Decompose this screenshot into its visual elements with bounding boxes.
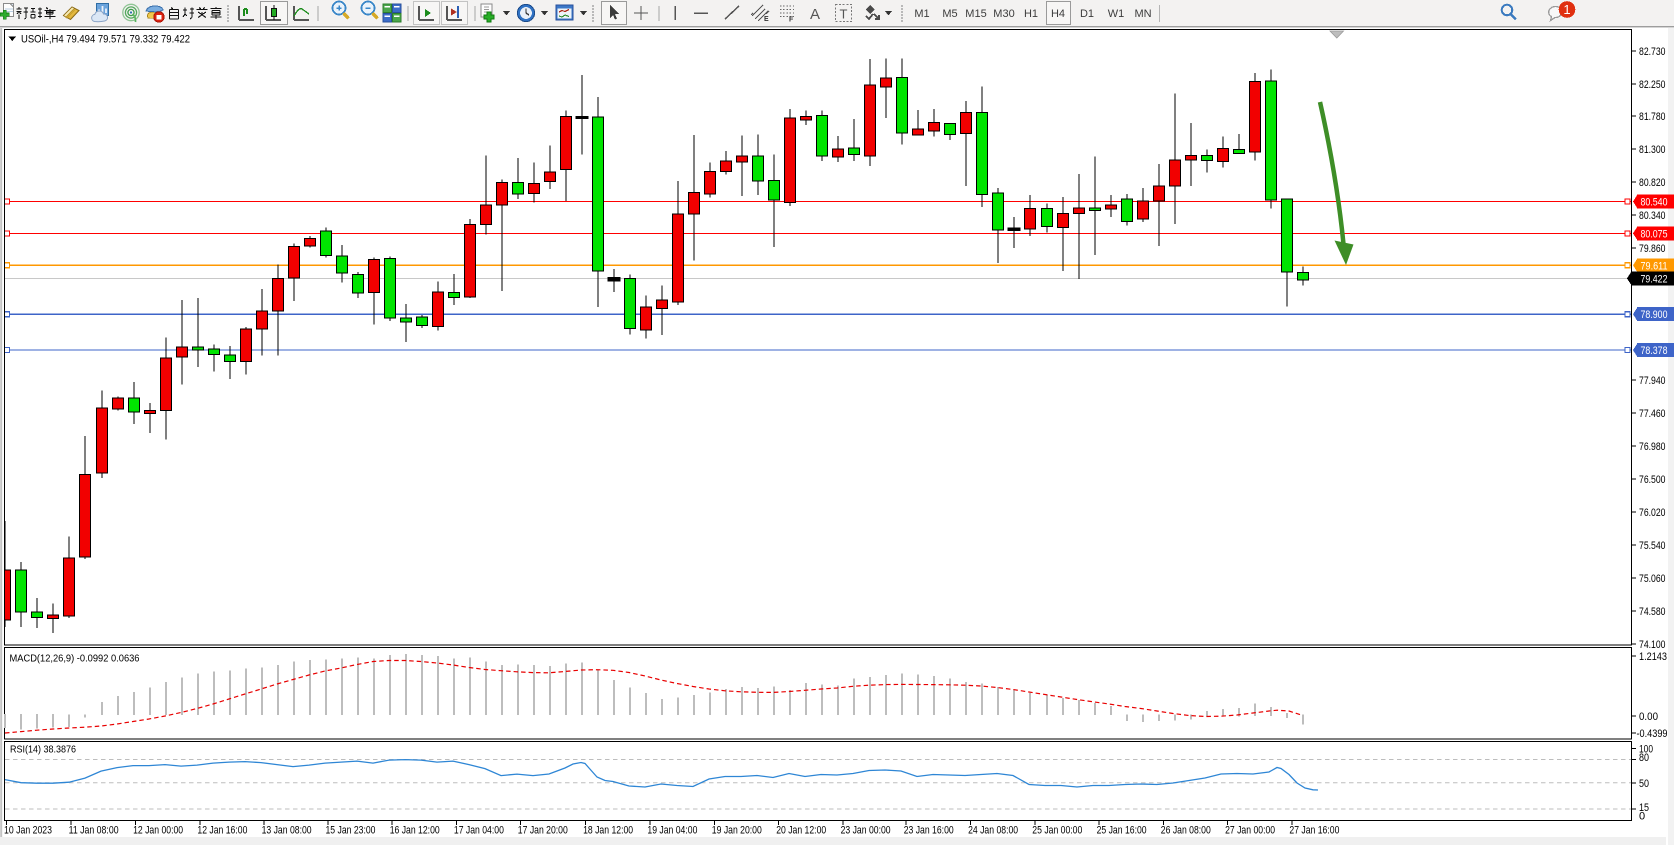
svg-text:18 Jan 12:00: 18 Jan 12:00 — [583, 825, 633, 837]
svg-text:76.980: 76.980 — [1639, 441, 1666, 453]
svg-text:17 Jan 20:00: 17 Jan 20:00 — [518, 825, 568, 837]
svg-text:27 Jan 16:00: 27 Jan 16:00 — [1289, 825, 1339, 837]
svg-text:79.860: 79.860 — [1639, 243, 1666, 255]
svg-text:77.460: 77.460 — [1639, 408, 1666, 420]
svg-text:E: E — [764, 16, 769, 23]
svg-text:12 Jan 16:00: 12 Jan 16:00 — [197, 825, 247, 837]
svg-text:W1: W1 — [1108, 8, 1125, 20]
svg-text:24 Jan 08:00: 24 Jan 08:00 — [968, 825, 1018, 837]
svg-text:78.378: 78.378 — [1641, 345, 1668, 357]
svg-text:M30: M30 — [993, 8, 1014, 20]
svg-text:50: 50 — [1639, 778, 1649, 790]
svg-text:74.580: 74.580 — [1639, 606, 1666, 618]
svg-text:M5: M5 — [942, 8, 957, 20]
svg-text:19 Jan 20:00: 19 Jan 20:00 — [712, 825, 762, 837]
svg-text:13 Jan 08:00: 13 Jan 08:00 — [262, 825, 312, 837]
svg-text:16 Jan 12:00: 16 Jan 12:00 — [390, 825, 440, 837]
svg-text:80.820: 80.820 — [1639, 177, 1666, 189]
svg-text:H1: H1 — [1024, 8, 1038, 20]
svg-text:79.422: 79.422 — [1641, 273, 1668, 285]
svg-text:79.611: 79.611 — [1641, 260, 1668, 272]
svg-text:78.900: 78.900 — [1641, 309, 1668, 321]
svg-text:23 Jan 16:00: 23 Jan 16:00 — [904, 825, 954, 837]
svg-text:80.540: 80.540 — [1641, 197, 1668, 209]
svg-text:80.075: 80.075 — [1641, 228, 1668, 240]
svg-text:74.100: 74.100 — [1639, 639, 1666, 651]
svg-text:M1: M1 — [914, 8, 929, 20]
svg-text:75.540: 75.540 — [1639, 540, 1666, 552]
svg-text:11 Jan 08:00: 11 Jan 08:00 — [69, 825, 119, 837]
svg-text:82.730: 82.730 — [1639, 46, 1666, 58]
svg-text:25 Jan 16:00: 25 Jan 16:00 — [1097, 825, 1147, 837]
svg-text:A: A — [810, 6, 820, 23]
svg-text:15: 15 — [1639, 802, 1649, 814]
svg-text:1.2143: 1.2143 — [1639, 651, 1667, 663]
svg-text:76.500: 76.500 — [1639, 474, 1666, 486]
svg-text:81.300: 81.300 — [1639, 144, 1666, 156]
svg-text:T: T — [840, 7, 848, 22]
svg-text:0.00: 0.00 — [1639, 711, 1658, 723]
svg-text:25 Jan 00:00: 25 Jan 00:00 — [1032, 825, 1082, 837]
svg-text:80: 80 — [1639, 752, 1649, 764]
svg-text:H4: H4 — [1051, 8, 1065, 20]
svg-text:17 Jan 04:00: 17 Jan 04:00 — [454, 825, 504, 837]
svg-text:15 Jan 23:00: 15 Jan 23:00 — [326, 825, 376, 837]
svg-text:23 Jan 00:00: 23 Jan 00:00 — [841, 825, 891, 837]
svg-text:80.340: 80.340 — [1639, 210, 1666, 222]
svg-text:100: 100 — [1639, 744, 1653, 756]
svg-text:77.940: 77.940 — [1639, 375, 1666, 387]
svg-text:26 Jan 08:00: 26 Jan 08:00 — [1161, 825, 1211, 837]
svg-text:20 Jan 12:00: 20 Jan 12:00 — [776, 825, 826, 837]
svg-text:19 Jan 04:00: 19 Jan 04:00 — [647, 825, 697, 837]
svg-text:MN: MN — [1134, 8, 1151, 20]
svg-text:1: 1 — [1563, 2, 1570, 17]
svg-text:M15: M15 — [965, 8, 986, 20]
svg-text:10 Jan 2023: 10 Jan 2023 — [4, 825, 52, 837]
svg-text:USOil-,H4 79.494 79.571 79.33: USOil-,H4 79.494 79.571 79.332 79.422 — [21, 33, 190, 45]
svg-text:12 Jan 00:00: 12 Jan 00:00 — [133, 825, 183, 837]
svg-text:MACD(12,26,9) -0.0992 0.0636: MACD(12,26,9) -0.0992 0.0636 — [10, 653, 140, 665]
svg-text:0: 0 — [1639, 811, 1645, 823]
svg-text:27 Jan 00:00: 27 Jan 00:00 — [1225, 825, 1275, 837]
svg-text:82.250: 82.250 — [1639, 79, 1666, 91]
svg-text:D1: D1 — [1080, 8, 1094, 20]
svg-text:76.020: 76.020 — [1639, 507, 1666, 519]
svg-text:81.780: 81.780 — [1639, 111, 1666, 123]
svg-text:F: F — [789, 17, 794, 24]
svg-text:RSI(14) 38.3876: RSI(14) 38.3876 — [10, 744, 76, 756]
svg-text:75.060: 75.060 — [1639, 573, 1666, 585]
svg-text:-0.4399: -0.4399 — [1637, 728, 1668, 740]
